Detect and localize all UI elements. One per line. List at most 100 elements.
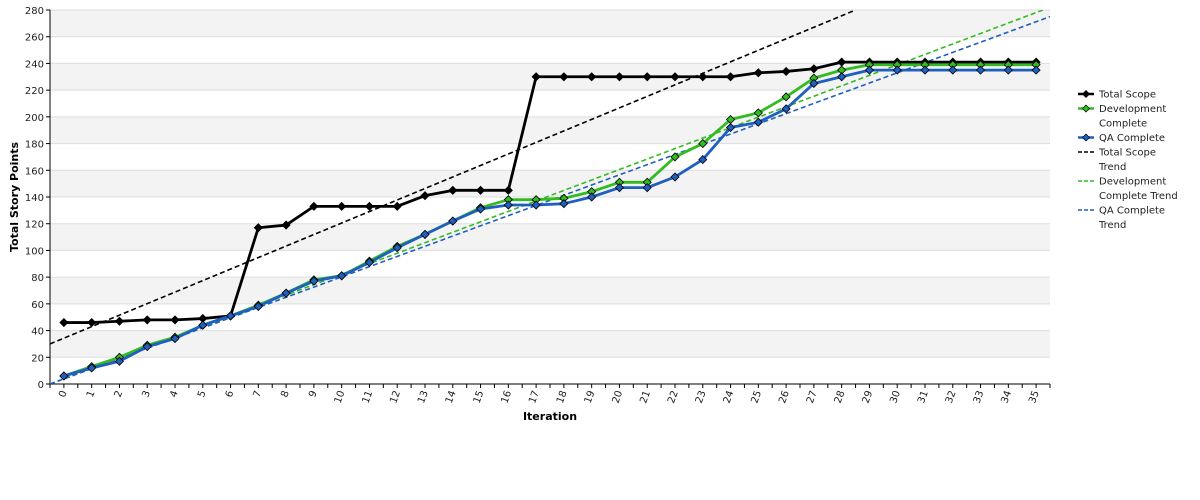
data-point-qa-complete	[364, 257, 375, 268]
x-tick-label: 9	[307, 389, 320, 399]
x-tick-label: 4	[168, 389, 181, 399]
x-tick-label: 35	[1027, 389, 1042, 405]
legend-label: Development Complete Trend	[1099, 177, 1178, 203]
data-point-total-scope	[670, 72, 680, 82]
legend-item-qa-complete-trend: QA Complete Trend	[1078, 206, 1165, 232]
data-point-qa-complete	[809, 78, 819, 89]
data-point-total-scope	[448, 185, 458, 195]
data-point-qa-complete	[87, 363, 97, 373]
data-point-total-scope	[642, 72, 652, 82]
data-point-qa-complete	[781, 104, 791, 114]
x-tick-label: 10	[333, 389, 348, 405]
data-point-total-scope	[559, 72, 569, 82]
data-point-total-scope	[809, 64, 819, 74]
legend-label: QA Complete	[1099, 133, 1165, 144]
data-point-qa-complete	[920, 65, 930, 75]
x-tick-label: 19	[583, 389, 598, 405]
y-axis-title: Total Story Points	[8, 142, 21, 253]
trend-line-total-scope-trend	[50, 10, 856, 345]
x-tick-label: 27	[805, 389, 820, 405]
data-point-total-scope	[614, 72, 625, 82]
x-tick-label: 24	[722, 389, 737, 405]
data-point-total-scope	[87, 317, 97, 328]
data-point-qa-complete	[837, 72, 847, 82]
data-point-qa-complete	[281, 288, 291, 298]
series-line-development-complete	[63, 63, 1037, 378]
x-tick-label: 26	[777, 389, 792, 405]
y-tick-label: 260	[25, 33, 44, 44]
x-tick-label: 15	[472, 389, 487, 405]
data-point-total-scope	[142, 315, 152, 325]
data-point-qa-complete	[475, 204, 486, 214]
data-point-total-scope	[725, 72, 736, 82]
legend: Total Scope Development Complete QA Complet…	[1078, 90, 1178, 232]
x-tick-label: 29	[861, 389, 876, 405]
legend-item-total-scope: Total Scope	[1078, 90, 1156, 101]
x-tick-label: 23	[694, 389, 709, 405]
data-point-qa-complete	[975, 65, 986, 75]
data-point-qa-complete	[420, 229, 430, 239]
x-tick-label: 5	[196, 389, 209, 399]
x-tick-label: 0	[57, 389, 70, 399]
data-point-total-scope	[753, 68, 763, 78]
data-point-qa-complete	[253, 301, 263, 312]
data-point-qa-complete	[198, 320, 208, 330]
grid-band	[50, 330, 1050, 358]
x-tick-label: 20	[611, 389, 626, 405]
grid-band	[50, 170, 1050, 197]
y-tick-label: 60	[31, 300, 44, 311]
data-point-total-scope	[698, 72, 708, 82]
data-point-total-scope	[420, 191, 430, 201]
y-tick-label: 280	[25, 6, 44, 17]
legend-label: Total Scope Trend	[1098, 148, 1156, 174]
legend-item-qa-complete: QA Complete	[1078, 133, 1165, 144]
legend-label: Total Scope	[1098, 90, 1156, 101]
x-tick-label: 8	[279, 389, 292, 399]
x-tick-label: 28	[833, 389, 848, 405]
legend-label: Development Complete	[1099, 104, 1166, 130]
x-tick-label: 12	[388, 389, 403, 405]
data-point-qa-complete	[337, 271, 347, 281]
data-point-qa-complete	[559, 199, 569, 209]
data-point-qa-complete	[59, 371, 69, 381]
x-tick-label: 16	[499, 389, 514, 405]
data-point-total-scope	[781, 66, 791, 77]
data-point-qa-complete	[503, 200, 513, 210]
data-point-qa-complete	[448, 216, 458, 226]
y-tick-label: 200	[25, 113, 44, 124]
y-tick-label: 240	[25, 59, 44, 70]
y-tick-label: 140	[25, 193, 44, 204]
y-tick-label: 40	[31, 327, 44, 338]
series-lines	[63, 60, 1037, 378]
grid-lines	[50, 9, 1050, 358]
legend-label: QA Complete Trend	[1098, 206, 1165, 232]
data-point-qa-complete	[614, 183, 625, 193]
x-tick-label: 25	[749, 389, 764, 405]
y-tick-label: 0	[38, 380, 44, 391]
legend-marker	[1082, 104, 1090, 113]
x-tick-label: 34	[999, 389, 1014, 405]
x-tick-label: 18	[555, 389, 570, 405]
data-point-total-scope	[531, 72, 541, 82]
data-point-qa-complete	[170, 334, 180, 344]
x-tick-label: 33	[972, 389, 987, 405]
y-tick-label: 80	[31, 273, 44, 284]
x-tick-label: 14	[444, 389, 459, 405]
series-line-qa-complete	[63, 68, 1037, 378]
data-point-qa-complete	[142, 342, 152, 352]
x-tick-label: 31	[916, 389, 931, 405]
data-point-qa-complete	[225, 311, 236, 321]
x-tick-label: 1	[85, 389, 98, 399]
data-point-qa-complete	[698, 155, 708, 165]
grid-band	[50, 277, 1050, 304]
x-tick-label: 17	[527, 389, 542, 405]
legend-item-total-scope-trend: Total Scope Trend	[1078, 148, 1156, 174]
grid-band	[50, 116, 1050, 144]
x-axis-title: Iteration	[523, 410, 577, 423]
data-point-total-scope	[253, 223, 263, 233]
x-tick-label: 21	[638, 389, 653, 405]
x-tick-label: 11	[361, 389, 376, 405]
y-axis-ticks: 0 20 40 60 80 100 120 140 160 180 200 220 240 260 280	[25, 6, 50, 391]
